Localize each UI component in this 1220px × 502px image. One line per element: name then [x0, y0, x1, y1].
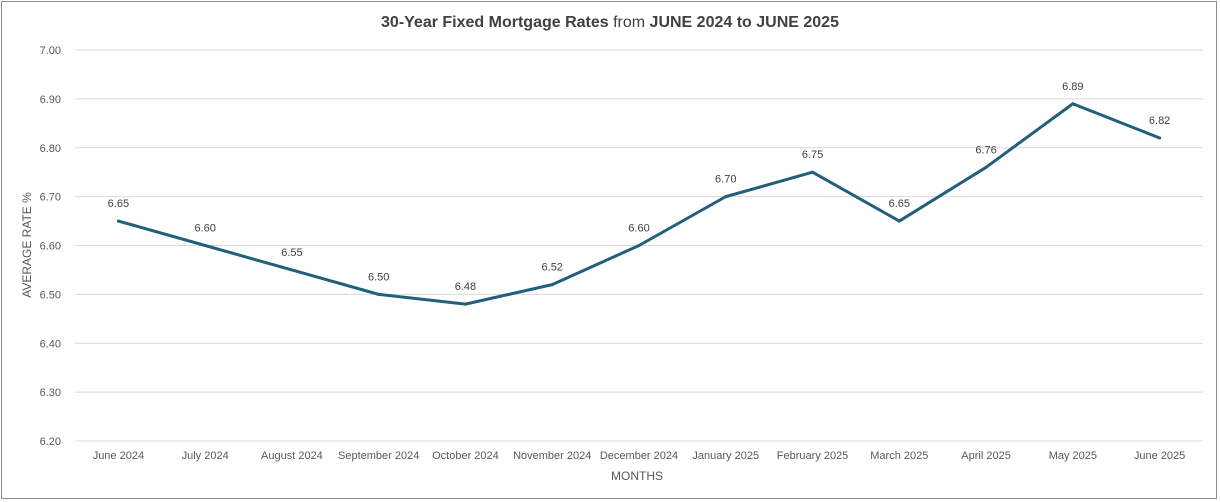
x-tick-label: January 2025 — [692, 450, 759, 462]
data-point — [811, 170, 815, 174]
data-label: 6.89 — [1062, 81, 1083, 93]
y-tick-label: 7.00 — [40, 45, 61, 57]
data-label: 6.60 — [194, 223, 215, 235]
y-tick-label: 6.20 — [40, 436, 61, 448]
data-label: 6.70 — [715, 174, 736, 186]
x-tick-label: December 2024 — [600, 450, 678, 462]
data-point — [290, 268, 294, 272]
data-point — [1158, 136, 1162, 140]
x-tick-label: July 2024 — [182, 450, 229, 462]
x-tick-label: February 2025 — [777, 450, 849, 462]
x-tick-label: March 2025 — [870, 450, 928, 462]
x-axis-ticks: June 2024 July 2024 August 2024 September 2… — [93, 450, 1186, 462]
data-point — [984, 165, 988, 169]
data-point — [724, 195, 728, 199]
data-label: 6.65 — [889, 198, 910, 210]
x-tick-label: April 2025 — [961, 450, 1011, 462]
data-label: 6.48 — [455, 281, 476, 293]
x-axis-title: MONTHS — [611, 469, 663, 483]
data-label: 6.76 — [975, 144, 996, 156]
data-point — [463, 302, 467, 306]
chart-title-bold-start: 30-Year Fixed Mortgage Rates — [381, 14, 609, 31]
y-tick-label: 6.30 — [40, 387, 61, 399]
x-tick-label: October 2024 — [432, 450, 499, 462]
y-axis-title: AVERAGE RATE % — [20, 192, 34, 298]
data-point — [116, 219, 120, 223]
data-labels: 6.65 6.60 6.55 6.50 6.48 6.52 6.60 6.70 6.75 6.65… — [108, 81, 1171, 293]
x-tick-label: August 2024 — [261, 450, 323, 462]
y-tick-label: 6.90 — [40, 94, 61, 106]
data-label: 6.65 — [108, 198, 129, 210]
data-point — [897, 219, 901, 223]
y-tick-label: 6.40 — [40, 338, 61, 350]
data-label: 6.60 — [628, 223, 649, 235]
chart-title-bold-end: JUNE 2024 to JUNE 2025 — [650, 14, 840, 31]
data-label: 6.52 — [542, 262, 563, 274]
data-point — [637, 244, 641, 247]
x-tick-label: September 2024 — [338, 450, 419, 462]
y-tick-label: 6.60 — [40, 241, 61, 253]
x-tick-label: May 2025 — [1049, 450, 1097, 462]
data-label: 6.50 — [368, 271, 389, 283]
data-point — [550, 283, 554, 287]
series-line — [116, 102, 1162, 306]
data-point — [1071, 102, 1075, 106]
y-tick-label: 6.70 — [40, 192, 61, 204]
y-tick-label: 6.50 — [40, 289, 61, 301]
data-point — [377, 292, 381, 296]
data-label: 6.55 — [281, 247, 302, 259]
data-label: 6.75 — [802, 149, 823, 161]
y-tick-label: 6.80 — [40, 143, 61, 155]
x-tick-label: November 2024 — [513, 450, 591, 462]
x-tick-label: June 2024 — [93, 450, 144, 462]
y-axis-ticks: 6.20 6.30 6.40 6.50 6.60 6.70 6.80 6.90 7.00 — [40, 45, 61, 448]
series-rate — [116, 102, 1162, 306]
data-point — [203, 244, 207, 247]
chart-title-middle: from — [609, 14, 650, 31]
data-label: 6.82 — [1149, 115, 1170, 127]
chart-title: 30-Year Fixed Mortgage Rates from JUNE 2… — [381, 14, 839, 31]
x-tick-label: June 2025 — [1134, 450, 1185, 462]
